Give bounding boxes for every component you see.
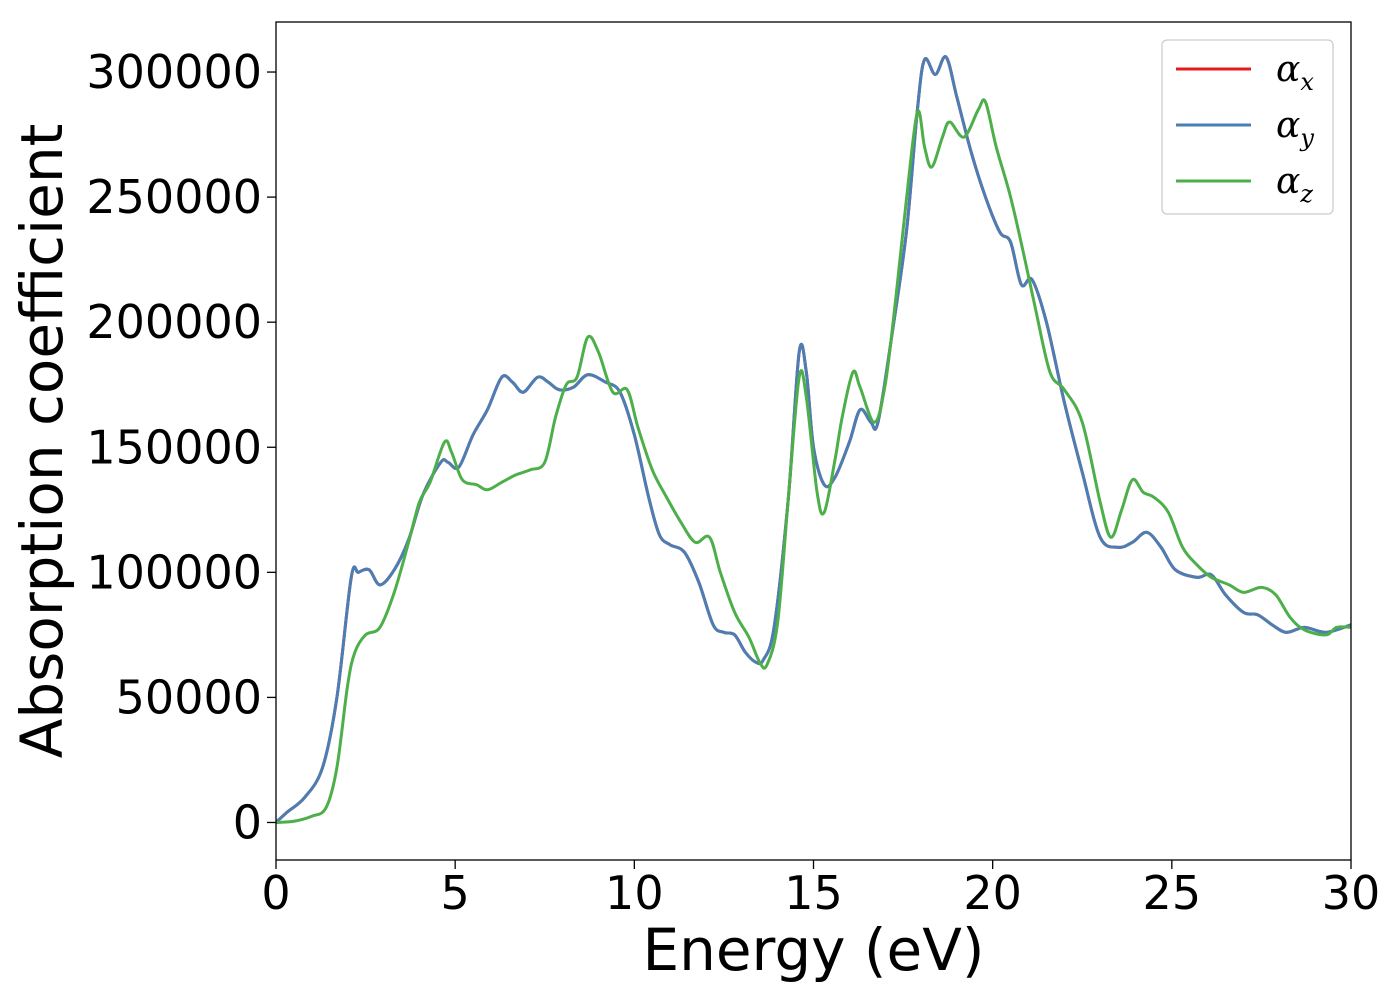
- x-tick-label: 5: [441, 866, 470, 920]
- series-line-y: [276, 55, 1351, 824]
- y-tick-label: 150000: [86, 420, 262, 474]
- y-axis: 0 50000 100000 150000 200000 250000 300000: [86, 45, 276, 849]
- series-layer: [276, 55, 1351, 824]
- y-tick-label: 0: [233, 795, 262, 849]
- x-axis-label: Energy (eV): [642, 916, 984, 984]
- x-tick-label: 25: [1143, 866, 1202, 920]
- y-tick-label: 50000: [116, 670, 262, 724]
- y-tick-label: 100000: [86, 545, 262, 599]
- x-tick-label: 15: [784, 866, 843, 920]
- legend: αx αy αz: [1161, 39, 1334, 215]
- y-axis-label: Absorption coefficient: [8, 124, 76, 759]
- y-tick-label: 300000: [86, 45, 262, 99]
- legend-label-x: αx: [1276, 49, 1314, 96]
- series-line-z: [276, 98, 1351, 824]
- legend-box: [1161, 39, 1334, 215]
- x-tick-label: 0: [261, 866, 290, 920]
- x-axis: 0 5 10 15 20 25 30: [261, 860, 1380, 920]
- x-tick-label: 20: [963, 866, 1022, 920]
- legend-label-z: αz: [1276, 161, 1313, 208]
- x-tick-label: 30: [1322, 866, 1381, 920]
- y-tick-label: 250000: [86, 170, 262, 224]
- x-tick-label: 10: [605, 866, 664, 920]
- y-tick-label: 200000: [86, 295, 262, 349]
- legend-label-y: αy: [1276, 105, 1314, 152]
